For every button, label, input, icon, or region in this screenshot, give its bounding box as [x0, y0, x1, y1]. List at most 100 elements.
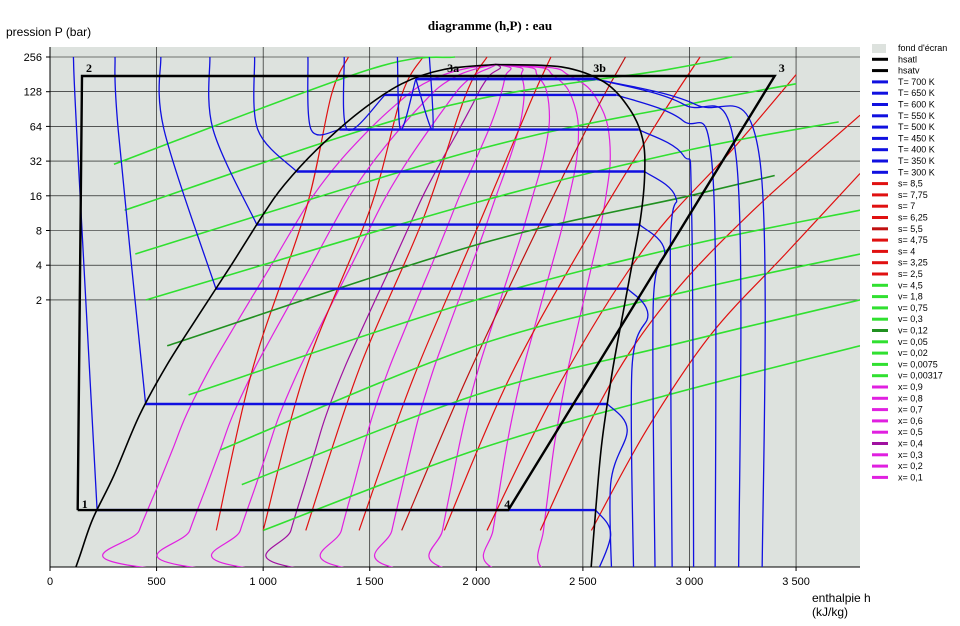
legend-label: T= 450 K	[898, 133, 935, 143]
legend-label: T= 550 K	[898, 111, 935, 121]
legend-label: x= 0,3	[898, 450, 923, 460]
y-tick-label: 4	[36, 260, 42, 272]
isochore-line	[124, 56, 733, 211]
isochore-line	[262, 345, 860, 532]
quality-line	[319, 63, 512, 567]
legend-label: fond d'écran	[898, 43, 947, 53]
legend-label: x= 0,7	[898, 405, 923, 415]
cycle-point-label: 3	[779, 61, 785, 75]
x-axis-unit: (kJ/kg)	[812, 605, 848, 619]
chart-title: diagramme (h,P) : eau	[428, 18, 552, 33]
legend-label: T= 700 K	[898, 77, 935, 87]
x-tick-label: 2 500	[569, 576, 597, 588]
cycle-point-label: 3b	[593, 61, 606, 75]
x-tick-label: 0	[47, 576, 53, 588]
isentrope-line	[358, 56, 552, 531]
cycle-point-label: 1	[82, 497, 88, 511]
legend-label: v= 1,8	[898, 292, 923, 302]
legend-label: v= 0,0075	[898, 359, 938, 369]
legend-label: v= 0,3	[898, 314, 923, 324]
legend-label: s= 7,75	[898, 190, 928, 200]
legend-label: v= 0,12	[898, 326, 928, 336]
legend-label: v= 0,02	[898, 348, 928, 358]
isotherm-line	[595, 78, 766, 567]
cycle-point-label: 3a	[447, 61, 459, 75]
legend-label: s= 6,25	[898, 213, 928, 223]
cycle-point-label: 2	[86, 61, 92, 75]
x-tick-label: 500	[147, 576, 165, 588]
hsatl-line	[75, 63, 495, 567]
legend-label: s= 5,5	[898, 224, 923, 234]
isotherm-line	[607, 403, 628, 567]
legend-label: T= 400 K	[898, 145, 935, 155]
isentrope-line	[539, 114, 860, 531]
cycle-line	[76, 74, 777, 512]
legend-label: x= 0,6	[898, 416, 923, 426]
isochore-line	[145, 121, 839, 301]
x-tick-label: 2 000	[463, 576, 491, 588]
legend-label: v= 4,5	[898, 280, 923, 290]
hsatv-line	[494, 63, 646, 567]
x-tick-label: 1 000	[249, 576, 277, 588]
legend-label: T= 600 K	[898, 100, 935, 110]
legend-label: s= 4,75	[898, 235, 928, 245]
legend-label: s= 8,5	[898, 179, 923, 189]
x-axis-label: enthalpie h	[812, 591, 871, 605]
isentrope-line	[590, 173, 860, 531]
isochore-line	[135, 83, 797, 255]
isochore-line	[241, 299, 860, 486]
axis-ticks: 0 500 1 000 1 500 2 000 2 500 3 000 3 500256128…	[24, 52, 810, 588]
legend-label: x= 0,8	[898, 393, 923, 403]
legend-label: T= 350 K	[898, 156, 935, 166]
y-tick-label: 64	[30, 121, 42, 133]
isentrope-line	[486, 74, 797, 531]
legend-label: x= 0,2	[898, 461, 923, 471]
legend-label: s= 2,5	[898, 269, 923, 279]
isotherm-line	[72, 56, 98, 511]
legend-label: hsatv	[898, 66, 920, 76]
legend-label: s= 7	[898, 201, 915, 211]
x-tick-label: 3 500	[782, 576, 810, 588]
isentrope-line	[443, 56, 701, 531]
legend-swatch	[872, 44, 886, 53]
legend-label: s= 4	[898, 246, 915, 256]
isochore-line	[220, 253, 860, 451]
isotherm-line	[644, 170, 678, 567]
legend-label: x= 0,1	[898, 472, 923, 482]
curves	[72, 56, 860, 567]
y-axis-label: pression P (bar)	[6, 25, 91, 39]
y-tick-label: 256	[24, 52, 42, 64]
isotherm-line	[639, 224, 666, 567]
isotherm-line	[595, 509, 612, 567]
legend-label: s= 3,25	[898, 258, 928, 268]
isochore-line	[188, 209, 860, 396]
y-tick-label: 2	[36, 295, 42, 307]
isentrope-line	[215, 56, 349, 531]
x-tick-label: 1 500	[356, 576, 384, 588]
isotherm-line	[114, 56, 147, 405]
isentrope-line	[401, 56, 627, 531]
cycle-point-label: 4	[504, 497, 510, 511]
legend-label: x= 0,4	[898, 439, 923, 449]
x-tick-label: 3 000	[676, 576, 704, 588]
legend-label: x= 0,9	[898, 382, 923, 392]
legend-label: x= 0,5	[898, 427, 923, 437]
isotherm-line	[626, 288, 649, 567]
y-tick-label: 32	[30, 156, 42, 168]
legend-label: T= 650 K	[898, 88, 935, 98]
isotherm-line	[307, 56, 340, 136]
isochore-line	[166, 174, 775, 347]
y-tick-label: 16	[30, 191, 42, 203]
isotherm-line	[253, 56, 298, 172]
legend-label: T= 500 K	[898, 122, 935, 132]
y-tick-label: 8	[36, 226, 42, 238]
cycle-point-labels: 1 2 3a 3b 3 4	[82, 61, 785, 511]
legend-label: v= 0,05	[898, 337, 928, 347]
isochore-line	[113, 56, 456, 166]
legend-label: v= 0,75	[898, 303, 928, 313]
legend-label: hsatl	[898, 54, 917, 64]
legend-label: v= 0,00317	[898, 371, 943, 381]
legend-label: T= 300 K	[898, 167, 935, 177]
